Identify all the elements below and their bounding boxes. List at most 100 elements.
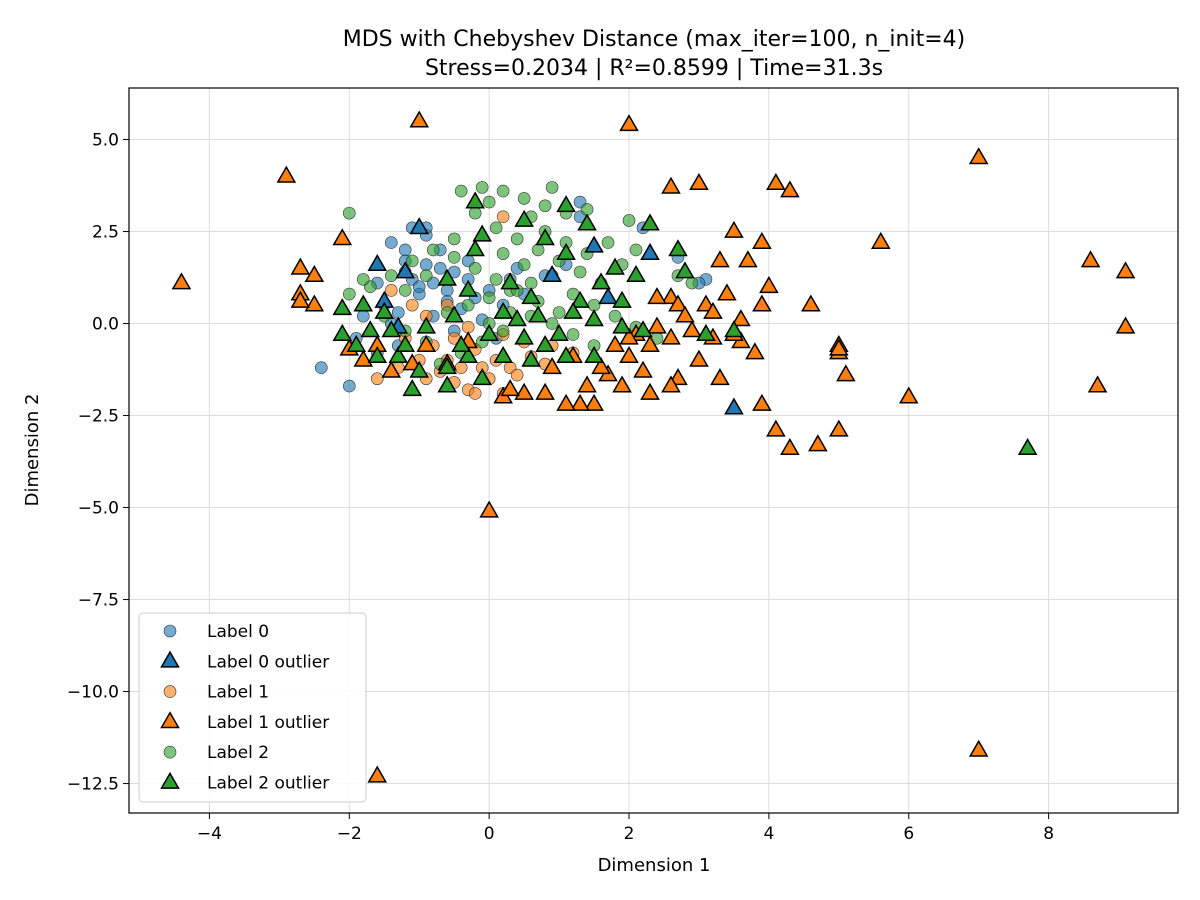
label-0-point [433, 262, 447, 275]
label-1-outlier-point [577, 375, 597, 393]
y-tick-label: −12.5 [67, 775, 119, 795]
label-2-point [356, 273, 370, 286]
label-2-point [342, 206, 356, 220]
label-1-outlier-point [304, 265, 325, 283]
label-1-point [384, 284, 398, 297]
label-1-outlier-point [500, 379, 520, 397]
label-1-outlier-point [605, 334, 625, 352]
label-0-legend-marker [163, 624, 177, 638]
y-tick-label: 5.0 [92, 131, 119, 151]
y-tick-label: −2.5 [78, 407, 119, 427]
label-1-outlier-point [332, 228, 353, 246]
label-1-outlier-point [766, 419, 786, 437]
chart-title: MDS with Chebyshev Distance (max_iter=10… [343, 27, 966, 52]
label-2-outlier-point [605, 257, 625, 275]
label-1-outlier-point [619, 345, 639, 364]
label-0-point [419, 258, 433, 271]
label-0-outlier-point [640, 242, 660, 260]
label-2-point [538, 199, 552, 213]
label-2-outlier-point [591, 272, 611, 290]
x-tick-label: 4 [763, 824, 774, 844]
label-2-outlier-point [535, 334, 555, 352]
label-1-outlier-point [689, 173, 709, 191]
label-1-outlier-point [745, 342, 765, 360]
label-1-outlier-point [836, 364, 856, 382]
label-2-point [496, 184, 510, 198]
label-2-point [468, 262, 482, 275]
y-tick-label: 0.0 [92, 315, 119, 335]
label-1-legend-marker [163, 685, 177, 698]
label-1-outlier-point [829, 338, 849, 356]
grid-lines [129, 88, 1178, 813]
label-1-outlier-point [633, 360, 653, 378]
y-tick-label: −7.5 [78, 591, 119, 611]
label-2-outlier-point [584, 309, 604, 327]
axis-ticks: −4 −2 0 2 4 6 8 5.0 2.5 0.0 −2.5 −5.0 −7.5 −10.0 −12.5 [67, 131, 1054, 844]
label-0-outlier-point [542, 265, 562, 283]
label-1-outlier-point [724, 220, 744, 238]
y-axis-label: Dimension 2 [22, 394, 43, 507]
x-tick-label: −2 [337, 824, 362, 844]
x-tick-label: 2 [624, 824, 635, 844]
label-2-outlier-point [346, 334, 367, 352]
label-2-outlier-point [521, 349, 541, 367]
label-1-outlier-point [752, 393, 772, 411]
label-1-outlier-point [381, 360, 402, 378]
label-2-outlier-point [556, 345, 576, 364]
label-2-point [566, 328, 580, 341]
label-1-outlier-point [290, 290, 311, 308]
label-1-outlier-point [640, 382, 660, 400]
label-2-outlier-point [521, 287, 541, 305]
label-2-point [454, 184, 468, 198]
label-1-outlier-point [416, 334, 437, 352]
label-1-legend-label: Label 1 [207, 683, 269, 703]
label-2-outlier-point [458, 279, 478, 297]
label-2-outlier-point [577, 213, 597, 231]
label-2-outlier-point [724, 320, 744, 338]
label-1-outlier-point [584, 393, 604, 411]
label-1-outlier-point [290, 257, 311, 275]
label-2-point [426, 243, 440, 257]
label-1-outlier-point [479, 500, 499, 518]
label-1-outlier-point [591, 357, 611, 375]
label-0-point [398, 243, 412, 257]
label-1-outlier-point [556, 393, 576, 411]
label-0-point [315, 361, 328, 374]
label-1-outlier-point [689, 349, 709, 367]
label-1-outlier-point [968, 739, 989, 757]
label-1-outlier-point [752, 231, 772, 249]
label-2-outlier-point [612, 290, 632, 308]
label-2-outlier-point [472, 224, 492, 242]
label-2-outlier-point [535, 228, 555, 246]
label-1-outlier-point [898, 386, 919, 404]
label-2-point [447, 232, 461, 246]
label-2-outlier-point [353, 294, 374, 312]
label-1-outlier-point [731, 309, 751, 327]
label-2-outlier-point [444, 305, 464, 323]
label-1-point [510, 368, 524, 382]
legend: Label 0 Label 0 outlier Label 1 Label 1 out… [138, 612, 367, 803]
label-2-outlier-point [493, 345, 513, 364]
label-2-outlier-point [493, 301, 513, 319]
label-2-outlier-point [584, 345, 604, 364]
label-2-outlier-point [507, 309, 527, 327]
label-1-outlier-point [1115, 261, 1136, 279]
label-1-outlier-point [870, 231, 891, 249]
label-0-outlier-point [598, 287, 618, 305]
x-tick-label: 0 [484, 824, 495, 844]
label-0-outlier-point [724, 397, 744, 415]
label-0-point [440, 284, 454, 297]
label-2-outlier-point [1017, 437, 1038, 456]
label-2-point [496, 247, 510, 260]
label-0-outlier-point [395, 261, 416, 279]
label-2-legend-marker [163, 745, 177, 759]
label-2-point [384, 269, 398, 282]
label-1-point [468, 387, 482, 400]
label-2-point [545, 181, 559, 194]
label-2-outlier-point [556, 242, 576, 260]
label-1-outlier-point [710, 250, 730, 268]
label-1-outlier-point [829, 419, 849, 437]
label-2-point [622, 214, 636, 227]
label-0-outlier-point [367, 253, 388, 272]
label-1-outlier-point [710, 368, 730, 386]
